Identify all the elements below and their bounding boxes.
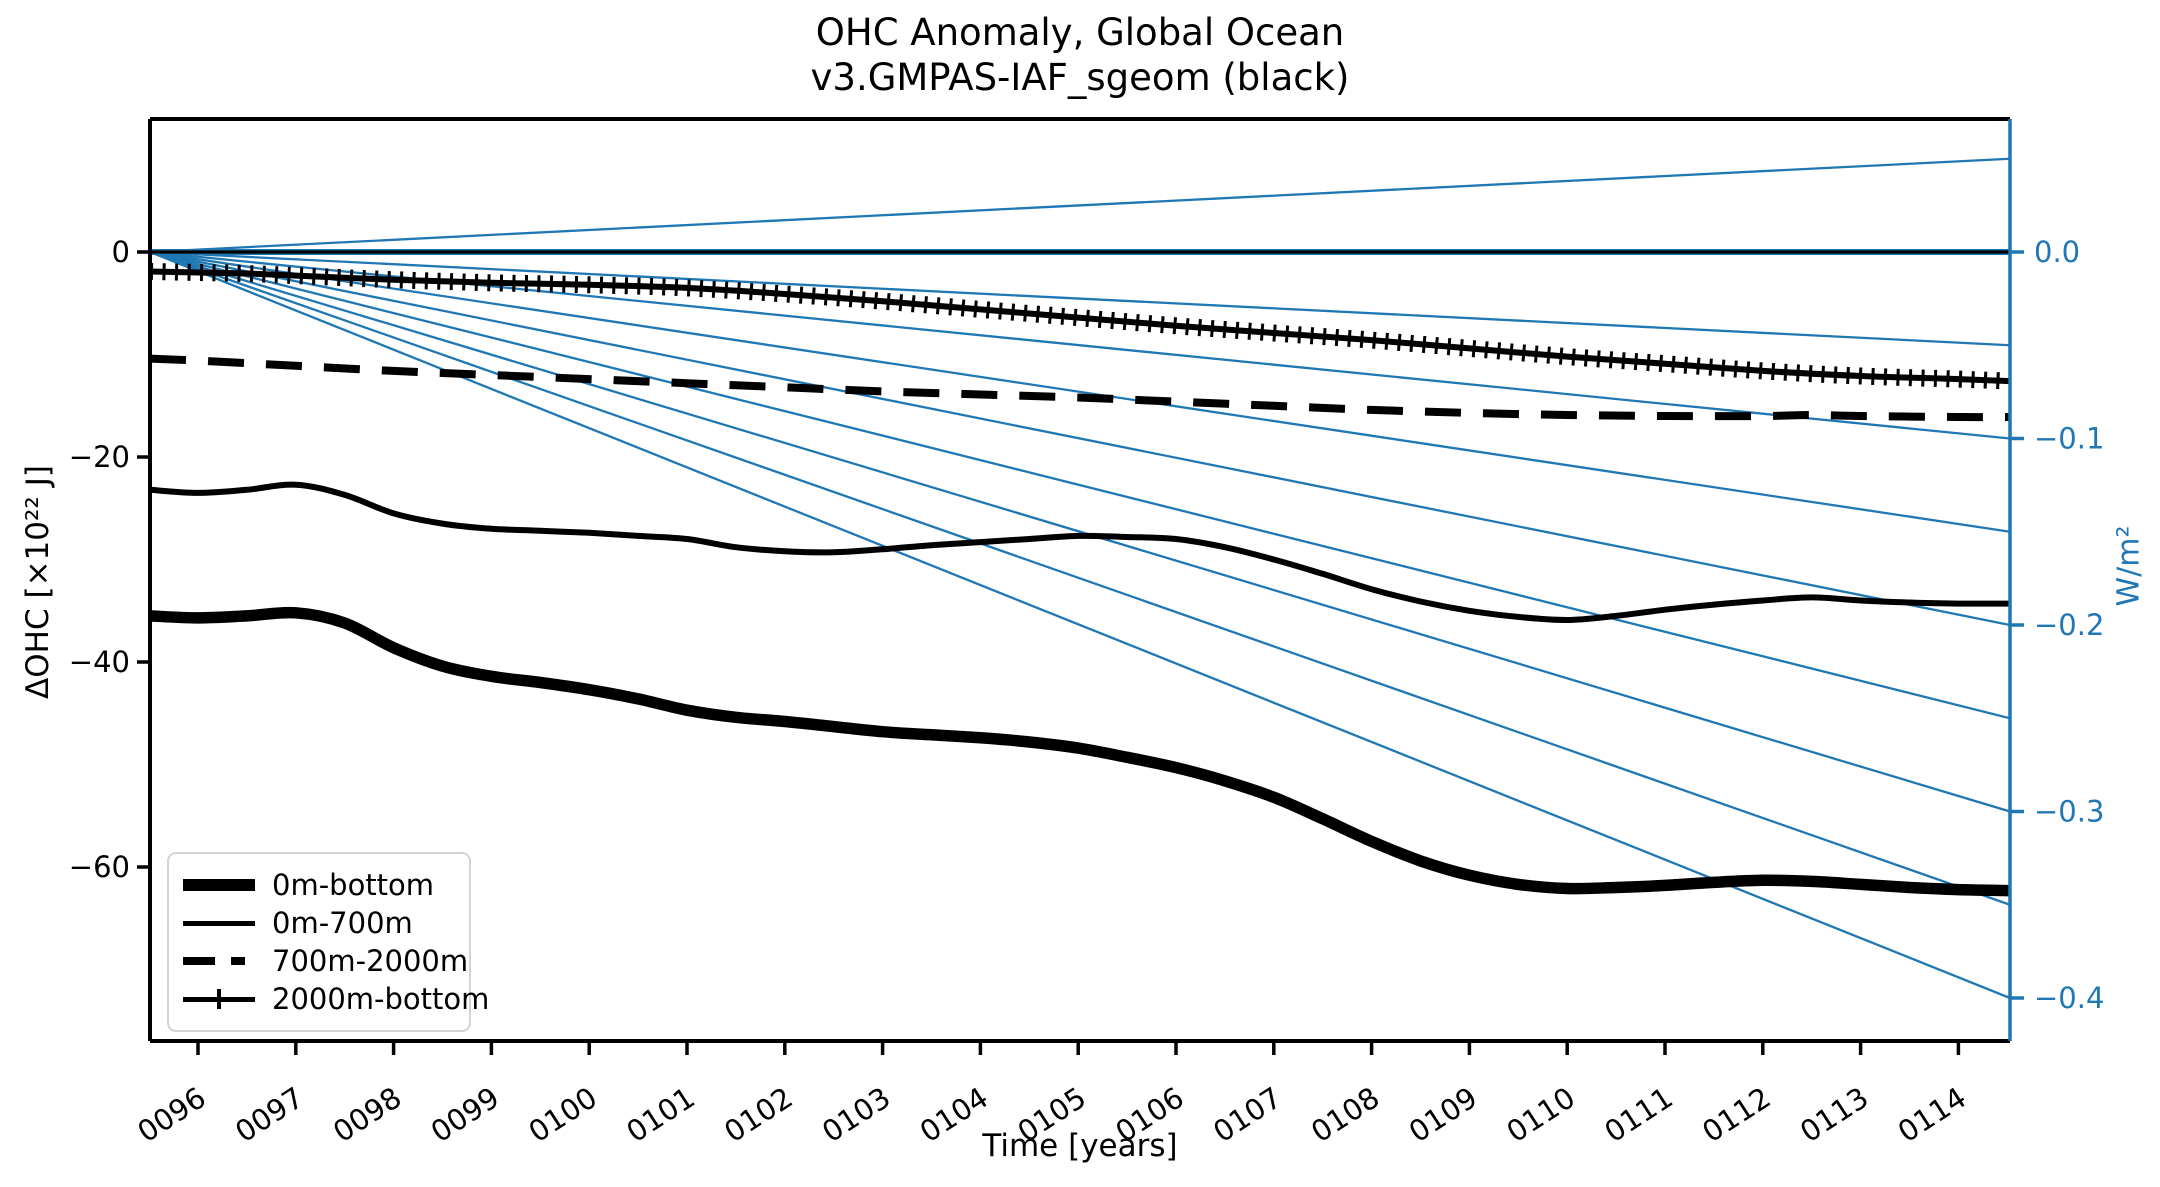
- flux-reference-line: [150, 250, 2010, 347]
- y-right-tick-label: −0.2: [2034, 608, 2104, 642]
- legend-label: 0m-bottom: [272, 867, 435, 902]
- flux-reference-line: [150, 250, 2010, 627]
- flux-reference-line: [150, 157, 2010, 254]
- chart-title-line2: v3.GMPAS-IAF_sgeom (black): [810, 56, 1350, 100]
- x-tick-label: 0113: [1794, 1080, 1874, 1149]
- legend-label: 700m-2000m: [272, 943, 469, 978]
- legend-entry-0m-bottom: 0m-bottom: [183, 866, 453, 904]
- series-700m-2000m: [150, 354, 2010, 422]
- y-right-tick-label: 0.0: [2034, 235, 2080, 269]
- x-tick-label: 0110: [1501, 1080, 1581, 1149]
- series-2000m-bottom: [150, 268, 2010, 385]
- y-right-tick-label: −0.3: [2034, 795, 2104, 829]
- x-tick-label: 0111: [1598, 1080, 1678, 1149]
- y-left-tick-label: −40: [69, 645, 130, 679]
- x-tick-label: 0114: [1892, 1080, 1972, 1149]
- chart-title: OHC Anomaly, Global Ocean v3.GMPAS-IAF_s…: [0, 10, 2160, 100]
- y-right-tick-label: −0.4: [2034, 981, 2104, 1015]
- legend-label: 0m-700m: [272, 905, 413, 940]
- flux-reference-line: [150, 250, 2010, 813]
- chart-title-line1: OHC Anomaly, Global Ocean: [815, 11, 1345, 54]
- legend-entry-700m-2000m: 700m-2000m: [183, 942, 468, 980]
- y-axis-label-right: W/m²: [2111, 525, 2147, 607]
- flux-reference-line: [150, 250, 2010, 906]
- flux-reference-line: [150, 250, 2010, 720]
- series-0m-bottom: [150, 606, 2010, 897]
- legend-sample-plus-marker-line: [183, 989, 255, 1009]
- y-right-tick-label: −0.1: [2034, 422, 2104, 456]
- x-tick-label: 0100: [523, 1080, 603, 1149]
- x-tick-label: 0099: [425, 1080, 505, 1149]
- x-axis-label: Time [years]: [982, 1128, 1178, 1164]
- legend-sample-solid-line: [183, 920, 255, 926]
- series-0m-700m: [150, 481, 2010, 624]
- x-tick-label: 0101: [620, 1080, 700, 1149]
- flux-reference-line: [150, 250, 2010, 533]
- legend-sample-dashed-line: [183, 957, 255, 965]
- y-axis-label-left: ΔOHC [×10²² J]: [20, 465, 56, 699]
- x-tick-label: 0109: [1403, 1080, 1483, 1149]
- legend: 0m-bottom 0m-700m 700m-2000m 2000m-botto…: [167, 852, 489, 1032]
- x-tick-label: 0107: [1207, 1080, 1287, 1149]
- y-left-tick-label: −60: [69, 850, 130, 884]
- x-tick-label: 0098: [327, 1080, 407, 1149]
- x-tick-label: 0102: [718, 1080, 798, 1149]
- x-tick-label: 0103: [816, 1080, 896, 1149]
- y-left-tick-label: 0: [112, 235, 130, 269]
- legend-label: 2000m-bottom: [272, 981, 490, 1016]
- x-tick-label: 0112: [1696, 1080, 1776, 1149]
- y-left-tick-label: −20: [69, 440, 130, 474]
- legend-entry-0m-700m: 0m-700m: [183, 904, 453, 942]
- x-tick-label: 0108: [1305, 1080, 1385, 1149]
- x-tick-label: 0096: [131, 1080, 211, 1149]
- legend-entry-2000m-bottom: 2000m-bottom: [183, 980, 489, 1018]
- x-tick-label: 0097: [229, 1080, 309, 1149]
- legend-sample-solid-thick-line: [183, 879, 255, 891]
